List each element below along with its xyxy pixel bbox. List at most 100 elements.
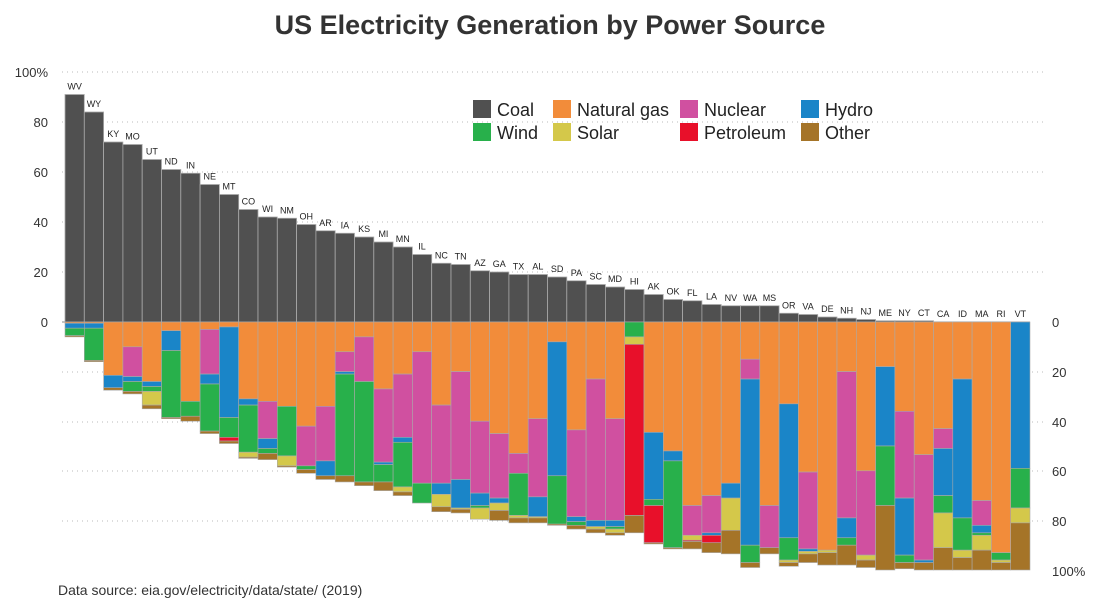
bar-hydro-ar	[315, 460, 336, 477]
bar-other-oh	[296, 469, 317, 474]
bar-other-in	[180, 415, 201, 422]
bar-hydro-mn	[392, 437, 413, 443]
bar-hydro-ny	[894, 497, 915, 556]
bar-nuclear-tx	[508, 453, 529, 474]
bar-solar-sc	[585, 526, 606, 530]
bar-other-de	[817, 552, 838, 566]
bar-natural-gas-az	[469, 321, 490, 422]
bar-coal-oh	[296, 224, 317, 323]
bar-natural-gas-mi	[373, 321, 394, 390]
bar-coal-pa	[566, 280, 587, 323]
bar-coal-ks	[354, 236, 375, 323]
state-label-ar: AR	[319, 218, 332, 228]
bar-other-ar	[315, 475, 336, 480]
state-label-mn: MN	[396, 234, 410, 244]
bar-other-mo	[122, 391, 143, 395]
bar-nuclear-nh	[836, 371, 857, 519]
bar-solar-ca	[933, 512, 954, 548]
bar-natural-gas-in	[180, 321, 201, 402]
upper-tick-label: 80	[34, 115, 48, 130]
bar-natural-gas-ri	[991, 321, 1012, 553]
state-label-wa: WA	[743, 293, 757, 303]
bars	[64, 94, 1031, 571]
bar-other-ri	[991, 562, 1012, 571]
bar-solar-md	[605, 528, 626, 534]
bar-other-wa	[740, 562, 761, 568]
bar-other-nm	[276, 465, 297, 468]
bar-solar-az	[469, 507, 490, 520]
bar-natural-gas-md	[605, 321, 626, 420]
bar-wind-id	[952, 517, 973, 551]
bar-other-mn	[392, 491, 413, 496]
bar-coal-co	[238, 209, 259, 323]
bar-wind-wa	[740, 544, 761, 563]
bar-wind-ak	[643, 499, 664, 506]
state-label-mo: MO	[125, 132, 140, 142]
bar-coal-md	[605, 286, 626, 323]
bar-nuclear-ne	[199, 329, 220, 375]
bar-other-ma	[971, 549, 992, 571]
bar-coal-il	[411, 254, 433, 323]
bar-natural-gas-sd	[547, 321, 568, 343]
bar-petroleum-hi	[624, 344, 645, 516]
state-label-az: AZ	[474, 258, 486, 268]
bar-wind-wi	[257, 448, 278, 454]
state-label-fl: FL	[687, 288, 698, 298]
bar-natural-gas-va	[798, 321, 819, 473]
bar-wind-hi	[624, 321, 645, 338]
bar-natural-gas-or	[778, 321, 799, 405]
state-label-oh: OH	[300, 212, 314, 222]
bar-other-nj	[855, 559, 876, 568]
bar-wind-or	[778, 537, 799, 561]
state-label-wy: WY	[87, 99, 102, 109]
legend-swatch-petroleum	[680, 123, 698, 141]
state-label-ky: KY	[107, 129, 119, 139]
bar-wind-ny	[894, 554, 915, 563]
bar-wind-pa	[566, 521, 587, 526]
bar-natural-gas-oh	[296, 321, 317, 427]
bar-other-tn	[450, 508, 471, 514]
bar-coal-mi	[373, 241, 394, 323]
legend-swatch-coal	[473, 100, 491, 118]
bar-other-mt	[219, 440, 239, 444]
bar-nuclear-oh	[296, 425, 317, 467]
legend: Coal Natural gas Nuclear Hydro Wind Solar Petr…	[473, 100, 873, 143]
bar-other-nv	[720, 530, 741, 555]
state-label-ga: GA	[493, 259, 506, 269]
state-label-mi: MI	[378, 229, 388, 239]
bar-solar-de	[817, 549, 838, 553]
state-label-la: LA	[706, 292, 717, 302]
bar-coal-tx	[508, 274, 529, 323]
bar-wind-md	[605, 526, 626, 530]
bar-other-al	[527, 517, 548, 524]
bar-nuclear-mi	[373, 388, 394, 463]
bar-solar-vt	[1010, 507, 1031, 524]
bar-natural-gas-ar	[315, 321, 336, 407]
bar-wind-il	[412, 482, 432, 504]
bar-hydro-ky	[103, 375, 124, 389]
state-label-in: IN	[186, 160, 195, 170]
bar-other-vt	[1010, 522, 1031, 571]
bar-coal-mt	[218, 194, 240, 323]
bar-solar-va	[798, 551, 819, 555]
bar-hydro-nh	[836, 517, 857, 539]
bar-hydro-md	[605, 520, 626, 527]
bar-nuclear-wa	[740, 358, 761, 380]
bar-hydro-az	[469, 492, 490, 506]
bar-nuclear-al	[527, 418, 548, 498]
bar-coal-sd	[547, 276, 568, 323]
bar-other-va	[798, 553, 819, 563]
bar-wind-mo	[122, 381, 143, 392]
state-label-nm: NM	[280, 205, 294, 215]
bar-hydro-ca	[933, 448, 954, 496]
bar-hydro-wv	[64, 322, 85, 329]
bar-natural-gas-wa	[740, 321, 761, 360]
state-label-ak: AK	[648, 282, 660, 292]
bar-other-wv	[64, 335, 85, 338]
bar-natural-gas-fl	[682, 321, 703, 506]
bar-natural-gas-nv	[720, 321, 741, 484]
bar-solar-mn	[392, 486, 413, 493]
bar-wind-vt	[1010, 468, 1031, 509]
state-label-il: IL	[418, 242, 426, 252]
bar-nuclear-ms	[759, 505, 780, 548]
